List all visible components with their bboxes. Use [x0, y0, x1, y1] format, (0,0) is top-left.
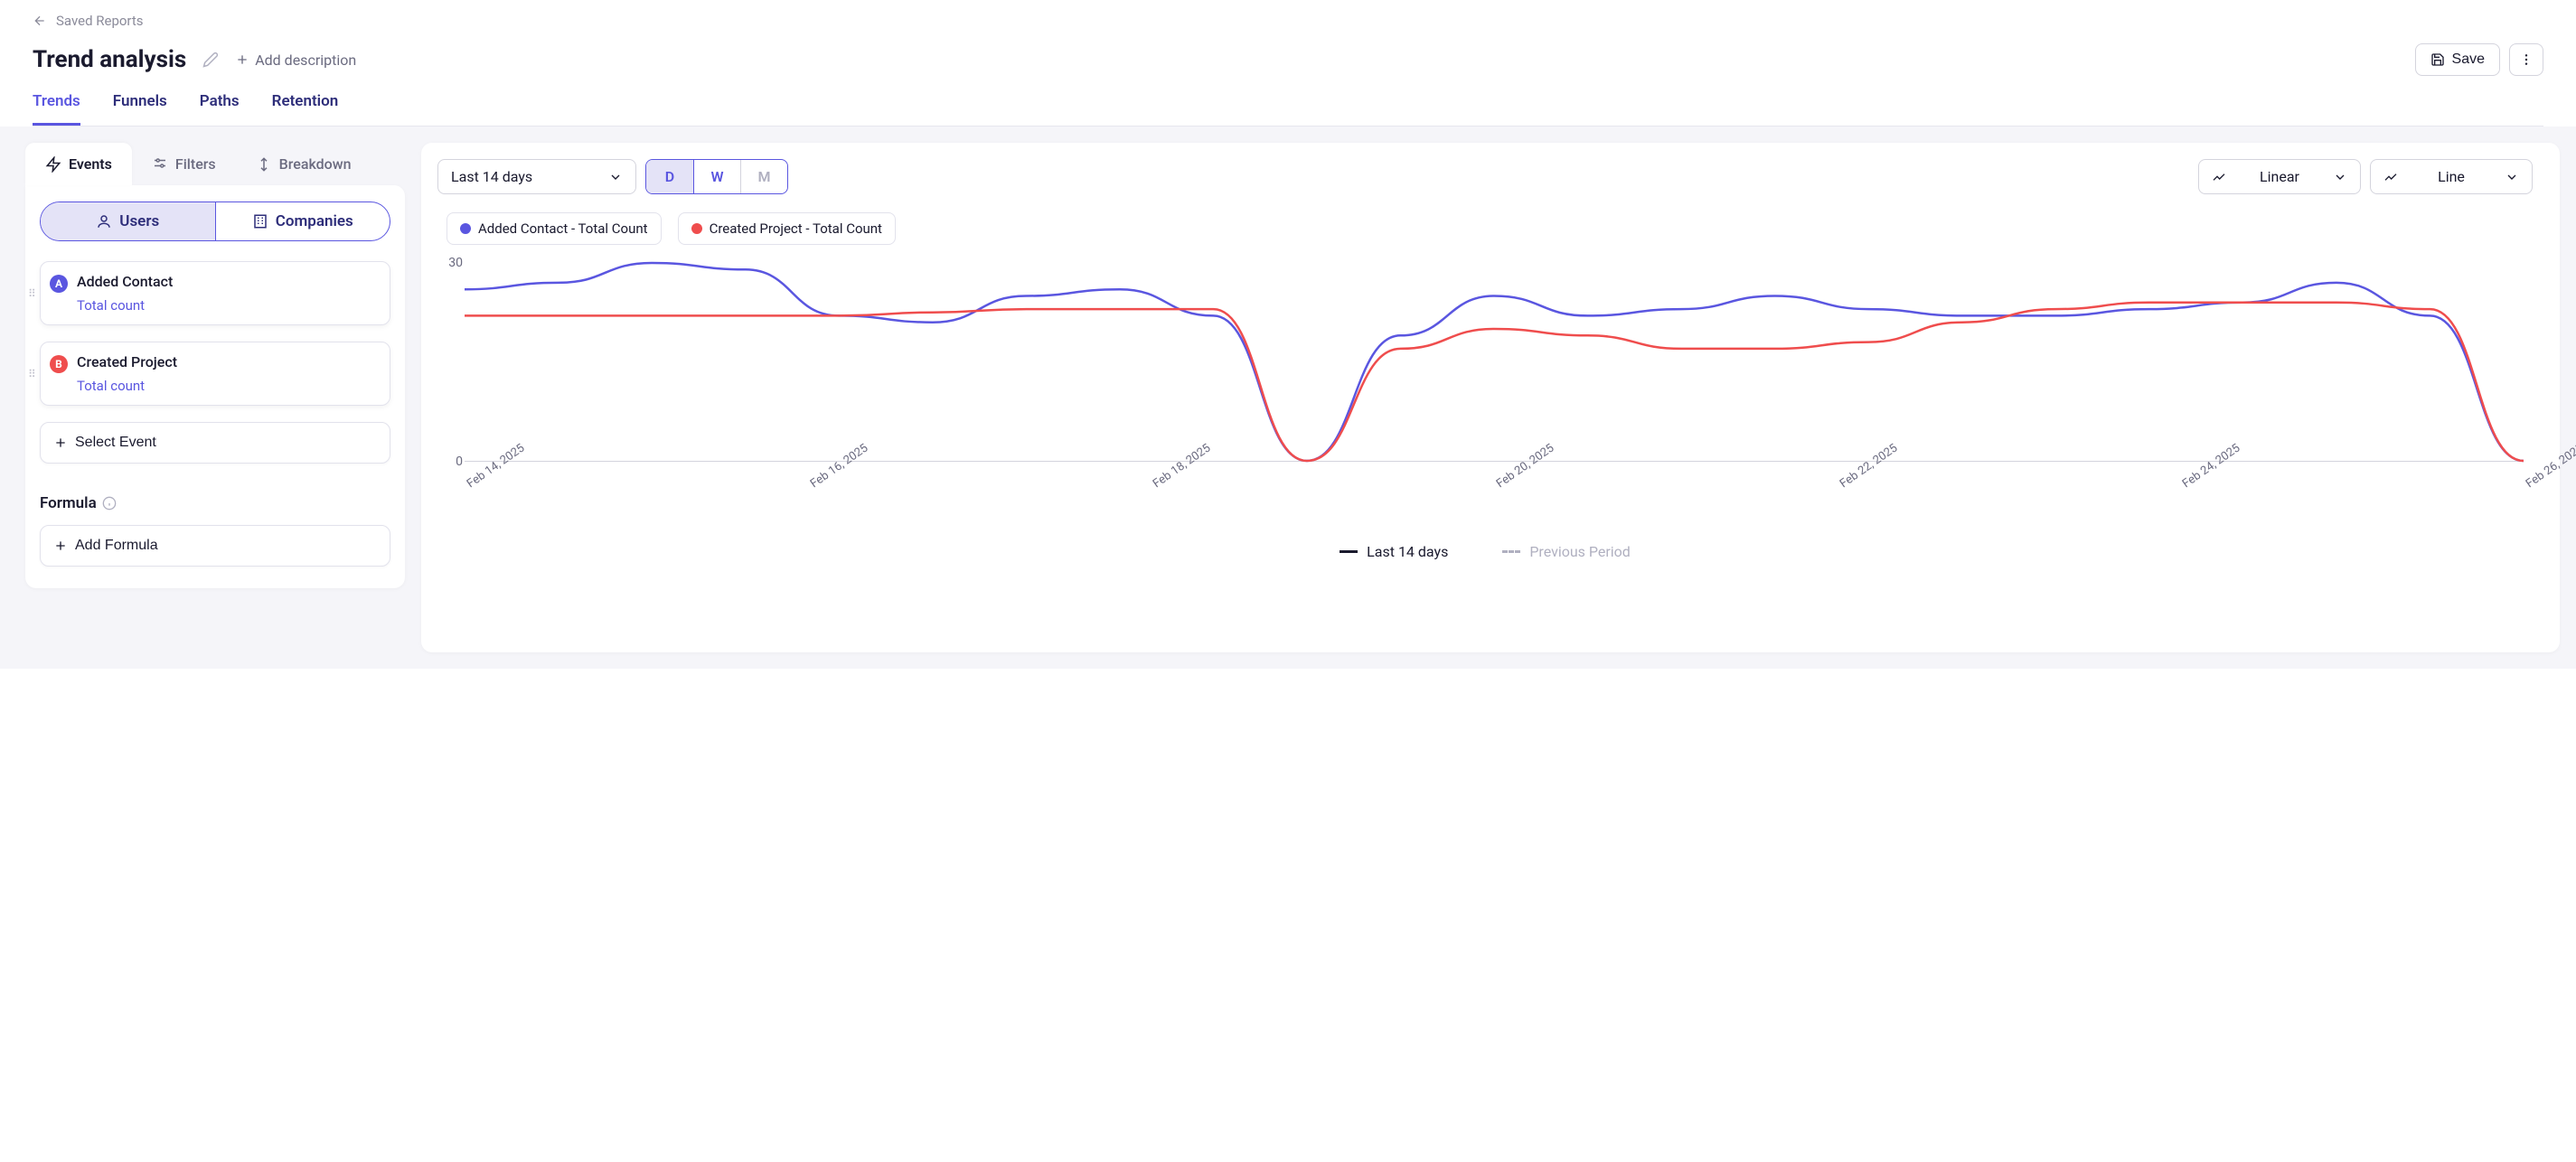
legend-pill[interactable]: Created Project - Total Count	[678, 212, 896, 245]
more-vertical-icon	[2519, 52, 2534, 67]
entity-segmented: Users Companies	[40, 201, 390, 241]
nav-tab-funnels[interactable]: Funnels	[113, 92, 167, 126]
edit-icon[interactable]	[202, 52, 219, 68]
plus-icon	[53, 436, 68, 450]
event-name: Created Project	[77, 353, 377, 370]
chart-type-dropdown[interactable]: Line	[2370, 159, 2533, 194]
nav-tab-trends[interactable]: Trends	[33, 92, 80, 126]
legend-dot	[460, 223, 471, 234]
seg-users[interactable]: Users	[41, 202, 215, 240]
save-button[interactable]: Save	[2415, 43, 2500, 76]
x-axis-labels: Feb 14, 2025Feb 16, 2025Feb 18, 2025Feb …	[465, 471, 2524, 525]
event-badge: A	[50, 275, 68, 293]
event-subtitle[interactable]: Total count	[77, 297, 377, 314]
event-name: Added Contact	[77, 273, 377, 290]
period-w[interactable]: W	[693, 160, 740, 193]
panel-tab-filters[interactable]: Filters	[132, 143, 236, 185]
scale-icon	[2212, 170, 2226, 184]
legend-pill[interactable]: Added Contact - Total Count	[447, 212, 662, 245]
period-d[interactable]: D	[646, 160, 693, 193]
period-m: M	[740, 160, 787, 193]
page-title: Trend analysis	[33, 46, 186, 73]
save-button-label: Save	[2452, 52, 2485, 68]
chart-area: 30 0 Feb 14, 2025Feb 16, 2025Feb 18, 202…	[465, 254, 2524, 525]
seg-companies-label: Companies	[276, 212, 353, 230]
line-chart-icon	[2383, 170, 2398, 184]
legend-current[interactable]: Last 14 days	[1340, 543, 1448, 560]
plus-icon	[53, 539, 68, 553]
nav-tabs: Trends Funnels Paths Retention	[33, 92, 2543, 127]
y-tick-max: 30	[437, 256, 463, 270]
period-segmented: DWM	[645, 159, 788, 194]
panel-tab-events[interactable]: Events	[25, 143, 132, 185]
legend-previous-label: Previous Period	[1529, 543, 1631, 560]
chevron-down-icon	[2505, 170, 2519, 184]
event-card[interactable]: ⠿AAdded ContactTotal count	[40, 261, 390, 325]
legend-pills: Added Contact - Total Count Created Proje…	[437, 212, 2533, 245]
seg-users-label: Users	[119, 212, 159, 230]
date-range-dropdown[interactable]: Last 14 days	[437, 159, 636, 194]
legend-previous[interactable]: Previous Period	[1502, 543, 1631, 560]
add-description-label: Add description	[255, 52, 356, 69]
panel-tab-breakdown[interactable]: Breakdown	[236, 143, 371, 185]
chart-line-a	[465, 263, 2524, 461]
nav-tab-paths[interactable]: Paths	[200, 92, 240, 126]
filter-icon	[152, 156, 168, 173]
save-icon	[2430, 52, 2445, 67]
chevron-down-icon	[2333, 170, 2347, 184]
more-menu-button[interactable]	[2509, 43, 2543, 76]
select-event-button[interactable]: Select Event	[40, 422, 390, 464]
chevron-down-icon	[608, 170, 623, 184]
chart-line-b	[465, 303, 2524, 461]
drag-handle-icon[interactable]: ⠿	[28, 291, 38, 296]
event-subtitle[interactable]: Total count	[77, 378, 377, 394]
add-formula-label: Add Formula	[75, 538, 158, 554]
seg-companies[interactable]: Companies	[215, 202, 390, 240]
scale-value: Linear	[2260, 168, 2299, 185]
legend-pill-label: Created Project - Total Count	[710, 220, 882, 237]
date-range-value: Last 14 days	[451, 168, 532, 185]
scale-dropdown[interactable]: Linear	[2198, 159, 2361, 194]
chart-type-value: Line	[2438, 168, 2465, 185]
select-event-label: Select Event	[75, 435, 156, 451]
x-axis-label: Feb 26, 2025	[2524, 442, 2576, 492]
lightning-icon	[45, 156, 61, 173]
info-icon[interactable]	[102, 496, 117, 511]
breadcrumb[interactable]: Saved Reports	[33, 13, 2543, 29]
formula-section-label: Formula	[40, 494, 390, 512]
legend-current-swatch	[1340, 550, 1358, 553]
nav-tab-retention[interactable]: Retention	[272, 92, 339, 126]
legend-previous-swatch	[1502, 550, 1520, 553]
add-description-button[interactable]: Add description	[235, 52, 356, 69]
user-icon	[96, 213, 112, 230]
panel-tabs: EventsFiltersBreakdown	[25, 143, 405, 185]
plus-icon	[235, 52, 249, 67]
legend-current-label: Last 14 days	[1367, 543, 1448, 560]
breakdown-icon	[256, 156, 272, 173]
back-arrow-icon	[33, 14, 47, 28]
building-icon	[252, 213, 268, 230]
breadcrumb-label: Saved Reports	[56, 13, 144, 29]
event-badge: B	[50, 355, 68, 373]
event-card[interactable]: ⠿BCreated ProjectTotal count	[40, 342, 390, 406]
legend-pill-label: Added Contact - Total Count	[478, 220, 648, 237]
legend-dot	[691, 223, 702, 234]
drag-handle-icon[interactable]: ⠿	[28, 371, 38, 377]
add-formula-button[interactable]: Add Formula	[40, 525, 390, 567]
y-tick-min: 0	[437, 454, 463, 469]
chart-plot[interactable]	[465, 263, 2524, 462]
formula-section-text: Formula	[40, 494, 97, 512]
